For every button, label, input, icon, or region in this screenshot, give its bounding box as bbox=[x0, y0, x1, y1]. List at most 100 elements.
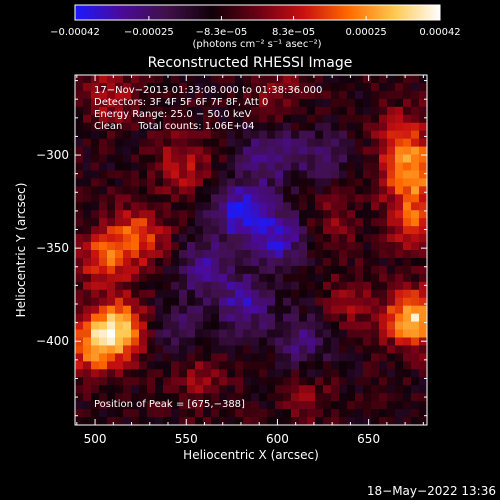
heatmap-cell bbox=[403, 305, 412, 315]
heatmap-cell bbox=[275, 242, 284, 251]
heatmap-cell bbox=[283, 257, 292, 267]
heatmap-cell bbox=[203, 234, 212, 243]
heatmap-cell bbox=[355, 234, 364, 243]
heatmap-cell bbox=[283, 226, 292, 235]
heatmap-cell bbox=[259, 281, 268, 291]
heatmap-cell bbox=[235, 210, 244, 219]
heatmap-cell bbox=[131, 273, 140, 283]
heatmap-cell bbox=[291, 98, 300, 108]
heatmap-cell bbox=[83, 281, 92, 291]
heatmap-cell bbox=[203, 138, 212, 148]
heatmap-cell bbox=[235, 313, 244, 323]
heatmap-cell bbox=[387, 393, 396, 402]
heatmap-cell bbox=[251, 170, 260, 179]
heatmap-cell bbox=[419, 281, 428, 291]
heatmap-cell bbox=[299, 321, 308, 331]
heatmap-cell bbox=[243, 321, 252, 331]
heatmap-cell bbox=[307, 417, 316, 426]
heatmap-cell bbox=[99, 154, 108, 163]
heatmap-cell bbox=[163, 250, 172, 259]
heatmap-cell bbox=[123, 250, 132, 259]
heatmap-cell bbox=[331, 329, 340, 338]
heatmap-cell bbox=[331, 154, 340, 163]
heatmap-cell bbox=[291, 273, 300, 283]
heatmap-cell bbox=[171, 353, 180, 362]
heatmap-cell bbox=[347, 75, 356, 84]
heatmap-cell bbox=[411, 226, 420, 235]
heatmap-cell bbox=[371, 82, 380, 92]
heatmap-cell bbox=[83, 178, 92, 187]
heatmap-cell bbox=[91, 90, 100, 100]
heatmap-cell bbox=[171, 186, 180, 195]
heatmap-cell bbox=[307, 82, 316, 92]
heatmap-cell bbox=[187, 146, 196, 156]
heatmap-cell bbox=[155, 385, 164, 394]
heatmap-cell bbox=[411, 377, 420, 386]
heatmap-cell bbox=[267, 122, 276, 132]
heatmap-cell bbox=[299, 329, 308, 338]
heatmap-cell bbox=[371, 361, 380, 370]
heatmap-cell bbox=[267, 234, 276, 243]
heatmap-cell bbox=[283, 321, 292, 331]
heatmap-cell bbox=[123, 281, 132, 291]
heatmap-cell bbox=[243, 186, 252, 195]
heatmap-cell bbox=[91, 106, 100, 116]
heatmap-cell bbox=[115, 75, 124, 84]
heatmap-cell bbox=[411, 210, 420, 219]
heatmap-cell bbox=[323, 178, 332, 187]
heatmap-cell bbox=[251, 305, 260, 315]
heatmap-cell bbox=[339, 178, 348, 187]
heatmap-cell bbox=[99, 313, 108, 323]
heatmap-cell bbox=[315, 90, 324, 100]
heatmap-cell bbox=[283, 393, 292, 402]
heatmap-cell bbox=[411, 305, 420, 315]
heatmap-cell bbox=[147, 321, 156, 331]
heatmap-cell bbox=[179, 82, 188, 92]
heatmap-cell bbox=[139, 297, 148, 307]
heatmap-cell bbox=[331, 130, 340, 140]
heatmap-cell bbox=[203, 265, 212, 275]
heatmap-cell bbox=[83, 385, 92, 394]
heatmap-cell bbox=[115, 154, 124, 163]
heatmap-cell bbox=[235, 321, 244, 331]
heatmap-cell bbox=[299, 401, 308, 410]
heatmap-cell bbox=[403, 202, 412, 211]
heatmap-cell bbox=[323, 186, 332, 195]
heatmap-cell bbox=[203, 297, 212, 307]
heatmap-cell bbox=[131, 265, 140, 275]
heatmap-cell bbox=[371, 178, 380, 187]
heatmap-cell bbox=[403, 75, 412, 84]
heatmap-cell bbox=[131, 170, 140, 179]
heatmap-cell bbox=[379, 289, 388, 299]
heatmap-cell bbox=[219, 329, 228, 338]
heatmap-cell bbox=[187, 122, 196, 132]
heatmap-cell bbox=[363, 178, 372, 187]
heatmap-cell bbox=[379, 265, 388, 275]
heatmap-cell bbox=[219, 281, 228, 291]
heatmap-cell bbox=[363, 250, 372, 259]
heatmap-cell bbox=[235, 257, 244, 267]
heatmap-cell bbox=[227, 138, 236, 148]
heatmap-cell bbox=[227, 75, 236, 84]
heatmap-cell bbox=[387, 170, 396, 179]
heatmap-cell bbox=[243, 297, 252, 307]
heatmap-cell bbox=[371, 226, 380, 235]
heatmap-cell bbox=[379, 194, 388, 203]
heatmap-cell bbox=[347, 202, 356, 211]
heatmap-cell bbox=[419, 186, 428, 195]
heatmap-cell bbox=[203, 369, 212, 378]
heatmap-cell bbox=[323, 281, 332, 291]
heatmap-cell bbox=[243, 202, 252, 211]
heatmap-cell bbox=[187, 401, 196, 410]
heatmap-cell bbox=[147, 146, 156, 156]
heatmap-cell bbox=[195, 369, 204, 378]
heatmap-cell bbox=[259, 385, 268, 394]
heatmap-cell bbox=[115, 321, 124, 331]
heatmap-cell bbox=[243, 281, 252, 291]
heatmap-cell bbox=[307, 154, 316, 163]
heatmap-cell bbox=[259, 210, 268, 219]
heatmap-cell bbox=[379, 353, 388, 362]
heatmap-cell bbox=[243, 138, 252, 148]
heatmap-cell bbox=[419, 401, 428, 410]
heatmap-cell bbox=[275, 178, 284, 187]
